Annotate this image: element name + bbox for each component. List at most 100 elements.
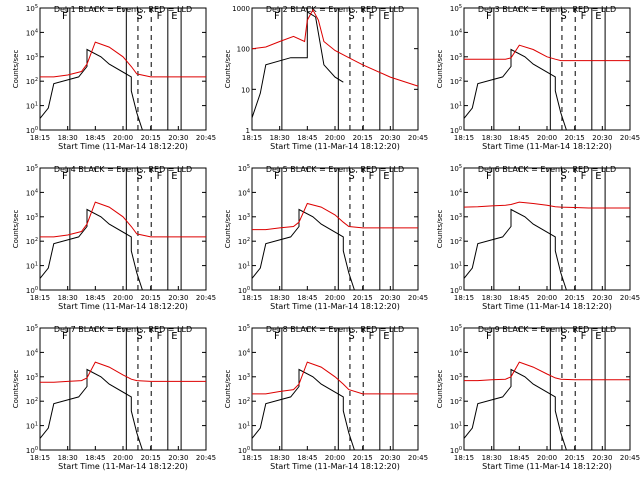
x-tick-label: 20:15 [565,294,585,302]
y-tick-label: 104 [238,188,250,197]
series-lld-line [463,201,630,209]
interval-marker-label: F [62,11,68,22]
interval-marker-label: F [581,11,587,22]
x-tick-label: 18:45 [297,134,317,142]
x-tick-label: 20:00 [113,294,133,302]
interval-marker-label: F [62,171,68,182]
x-tick-label: 18:30 [482,454,502,462]
interval-marker-label: F [486,331,492,342]
x-tick-label: 20:00 [113,454,133,462]
x-tick-label: 18:30 [270,454,290,462]
x-tick-label: 20:00 [325,134,345,142]
x-tick-label: 20:15 [141,454,161,462]
y-axis-label: Counts/sec [12,50,20,89]
series-events-line [463,368,567,451]
x-tick-label: 20:15 [353,134,373,142]
x-tick-label: 20:30 [168,134,188,142]
interval-marker-label: F [486,11,492,22]
y-tick-label: 103 [450,373,462,382]
series-events-line [251,208,355,291]
x-tick-label: 18:15 [454,134,474,142]
interval-marker-label: E [171,11,177,22]
y-tick-label: 101 [238,422,250,431]
x-tick-label: 20:30 [592,134,612,142]
y-tick-label: 103 [238,373,250,382]
x-axis-label: Start Time (11-Mar-14 18:12:20) [270,462,400,471]
interval-marker-label: F [157,171,163,182]
x-tick-label: 20:45 [196,454,216,462]
interval-marker-label: E [595,171,601,182]
x-tick-label: 20:00 [325,454,345,462]
interval-marker-label: S [136,11,142,22]
x-axis-label: Start Time (11-Mar-14 18:12:20) [482,462,612,471]
interval-marker-label: E [595,331,601,342]
panel-det-1: Det 1 BLACK = Events, RED = LLD100101102… [12,4,216,151]
series-events-line [39,208,143,291]
y-tick-label: 101 [26,102,38,111]
y-tick-label: 104 [26,188,38,197]
y-tick-label: 104 [238,348,250,357]
x-axis-label: Start Time (11-Mar-14 18:12:20) [58,462,188,471]
y-tick-label: 104 [450,188,462,197]
interval-marker-label: S [348,11,354,22]
x-tick-label: 18:15 [242,454,262,462]
x-tick-label: 20:15 [141,134,161,142]
interval-marker-label: E [383,171,389,182]
y-tick-label: 104 [26,28,38,37]
y-tick-label: 105 [450,4,462,13]
y-tick-label: 100 [26,286,38,295]
x-tick-label: 20:45 [408,454,428,462]
y-tick-label: 100 [237,46,250,54]
x-axis-label: Start Time (11-Mar-14 18:12:20) [270,302,400,311]
x-tick-label: 20:45 [408,294,428,302]
x-tick-label: 20:15 [353,294,373,302]
interval-marker-label: F [581,331,587,342]
x-tick-label: 20:30 [168,454,188,462]
x-tick-label: 18:45 [85,454,105,462]
series-lld-line [251,8,419,87]
x-tick-label: 18:30 [482,134,502,142]
y-tick-label: 105 [450,164,462,173]
y-tick-label: 102 [450,237,462,246]
interval-marker-label: F [486,171,492,182]
y-tick-label: 102 [238,237,250,246]
y-tick-label: 101 [450,262,462,271]
interval-marker-label: S [348,171,354,182]
y-tick-label: 100 [450,126,462,135]
series-lld-line [464,361,630,382]
series-lld-line [252,202,418,231]
interval-marker-label: E [595,11,601,22]
y-tick-label: 105 [26,4,38,13]
x-tick-label: 20:45 [196,294,216,302]
interval-marker-label: F [581,171,587,182]
y-tick-label: 101 [26,422,38,431]
y-tick-label: 101 [238,262,250,271]
y-axis-label: Counts/sec [224,210,232,249]
interval-marker-label: F [157,11,163,22]
interval-marker-label: E [383,11,389,22]
y-tick-label: 1000 [232,5,250,13]
y-tick-label: 103 [26,53,38,62]
interval-marker-label: S [560,331,566,342]
x-tick-label: 18:15 [30,134,50,142]
x-tick-label: 18:30 [58,294,78,302]
interval-marker-label: S [560,171,566,182]
x-tick-label: 20:15 [565,134,585,142]
interval-marker-label: F [157,331,163,342]
interval-marker-label: E [171,171,177,182]
y-tick-label: 104 [450,28,462,37]
series-events-line [463,48,567,131]
x-tick-label: 18:15 [242,134,262,142]
interval-marker-label: S [136,331,142,342]
panel-det-2: Det 2 BLACK = Events, RED = LLD110100100… [224,5,428,151]
y-axis-label: Counts/sec [436,210,444,249]
x-tick-label: 20:15 [141,294,161,302]
y-tick-label: 103 [450,213,462,222]
x-tick-label: 20:15 [353,454,373,462]
x-tick-label: 20:30 [380,134,400,142]
y-tick-label: 10 [241,86,250,94]
x-tick-label: 18:30 [58,454,78,462]
x-axis-label: Start Time (11-Mar-14 18:12:20) [58,142,188,151]
